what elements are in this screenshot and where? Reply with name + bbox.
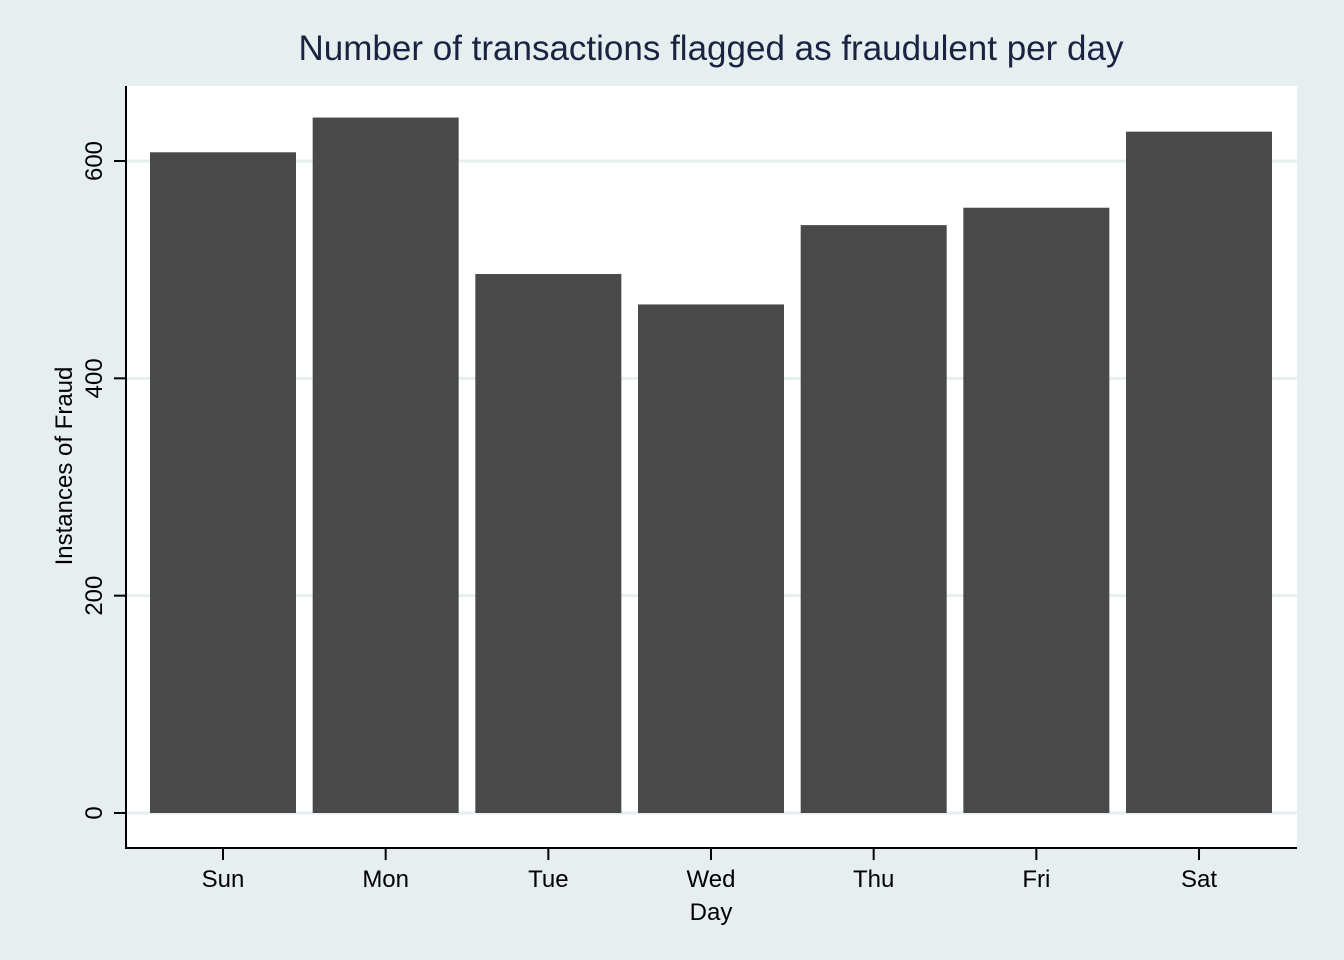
x-axis-label: Day [690, 899, 733, 926]
x-tick-label: Sat [1181, 866, 1217, 893]
x-tick-label: Thu [853, 866, 894, 893]
bar-wed [638, 304, 785, 813]
x-tick-label: Mon [362, 866, 409, 893]
x-ticks: Sun Mon Tue Wed Thu Fri Sat [202, 848, 1217, 893]
y-tick-label: 200 [81, 576, 108, 616]
x-tick-label: Sun [202, 866, 245, 893]
y-axis-label: Instances of Fraud [51, 367, 78, 566]
x-tick-label: Wed [687, 866, 736, 893]
y-tick-label: 400 [81, 358, 108, 398]
bar-tue [475, 274, 622, 814]
y-tick-label: 0 [81, 806, 108, 819]
bar-sun [150, 152, 296, 814]
bar-fri [963, 207, 1110, 813]
chart-title: Number of transactions flagged as fraudu… [299, 29, 1124, 68]
x-tick-label: Tue [528, 866, 568, 893]
bar-thu [800, 225, 947, 813]
bar-sat [1126, 131, 1273, 813]
y-tick-label: 600 [81, 141, 108, 181]
x-tick-label: Fri [1022, 866, 1050, 893]
bars [150, 117, 1273, 814]
bar-mon [312, 117, 459, 814]
y-ticks: 0 200 400 600 [81, 141, 126, 820]
